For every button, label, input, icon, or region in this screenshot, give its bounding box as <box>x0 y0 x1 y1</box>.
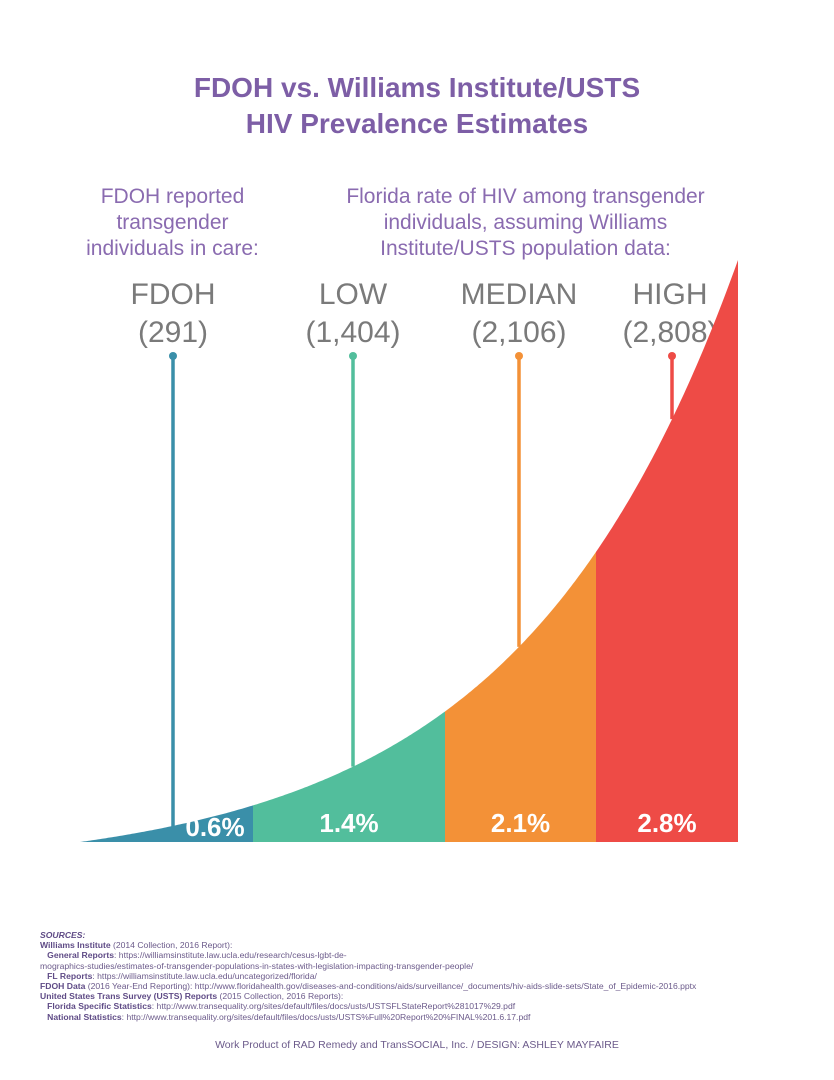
category-low: LOW (1,404) <box>305 278 401 349</box>
rate-label: 2.1% <box>491 808 550 838</box>
area-segment-fdoh <box>80 805 253 842</box>
subhead-fdoh: FDOH reported transgender individuals in… <box>86 185 259 260</box>
source-line: mographics-studies/estimates-of-transgen… <box>40 960 474 971</box>
source-line: Florida Specific Statistics: http://www.… <box>40 1001 516 1012</box>
source-line: United States Trans Survey (USTS) Report… <box>40 991 344 1002</box>
subhead-williams: Florida rate of HIV among transgender in… <box>346 185 705 260</box>
area-segment-low <box>253 711 445 842</box>
source-line: Williams Institute (2014 Collection, 201… <box>40 940 233 951</box>
category-median: MEDIAN (2,106) <box>460 278 578 349</box>
pointer-dot <box>515 352 523 360</box>
rate-label: 0.6% <box>185 812 244 842</box>
credit: Work Product of RAD Remedy and TransSOCI… <box>215 1039 619 1051</box>
pointer-dot <box>169 352 177 360</box>
rate-label: 2.8% <box>637 808 696 838</box>
area-segment-high <box>596 260 738 842</box>
category-fdoh: FDOH (291) <box>130 278 216 349</box>
area-segment-median <box>445 551 596 842</box>
rate-label: 1.4% <box>319 808 378 838</box>
sources: SOURCES: Williams Institute (2014 Collec… <box>40 930 696 1022</box>
category-high: HIGH (2,808) <box>622 278 718 349</box>
source-line: FL Reports: https://williamsinstitute.la… <box>40 970 317 981</box>
source-line: General Reports: https://williamsinstitu… <box>40 950 347 961</box>
title-line-1: FDOH vs. Williams Institute/USTS <box>193 72 641 103</box>
pointer-dot <box>349 352 357 360</box>
pointer-dot <box>668 352 676 360</box>
source-line: FDOH Data (2016 Year-End Reporting): htt… <box>40 981 697 992</box>
source-line: National Statistics: http://www.transequ… <box>40 1011 531 1022</box>
title-line-2: HIV Prevalence Estimates <box>245 108 589 139</box>
sources-heading: SOURCES: <box>40 930 86 940</box>
page-title: FDOH vs. Williams Institute/USTS HIV Pre… <box>0 70 834 142</box>
